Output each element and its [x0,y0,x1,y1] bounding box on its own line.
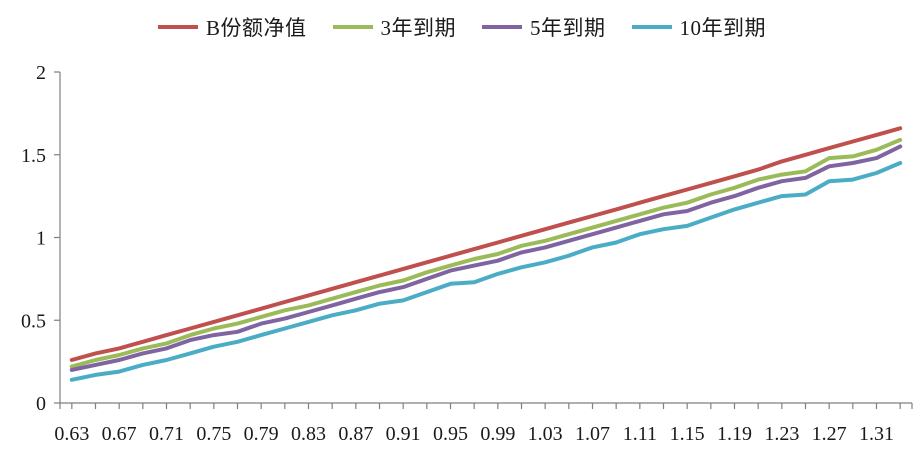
legend-swatch [157,25,198,29]
y-tick-label: 0.5 [21,310,46,332]
x-tick-label: 0.83 [291,423,326,445]
legend-label: 10年到期 [679,16,766,40]
legend-label: 3年到期 [380,16,456,40]
series-line-0 [69,126,903,362]
x-tick-label: 0.87 [338,423,373,445]
series-line-2 [69,144,903,372]
legend: B份额净值 3年到期 5年到期 10年到期 [0,10,924,44]
axes: 0 0.5 1 1.5 2 0.63 0.67 0.71 0.75 0.79 0.83 0.87 0.9… [21,62,913,445]
legend-label: 5年到期 [530,16,606,40]
legend-label: B份额净值 [205,16,307,40]
x-tick-label: 1.03 [528,423,563,445]
legend-swatch [482,25,522,29]
x-tick-label: 1.27 [812,423,847,445]
x-tick-label: 1.19 [717,423,752,445]
x-tick-label: 0.67 [102,423,137,445]
x-tick-label: 1.15 [670,423,705,445]
series-line-1 [69,137,903,369]
x-tick-label: 0.95 [433,423,468,445]
x-tick-label: 0.99 [480,423,515,445]
x-tick-label: 1.31 [859,423,894,445]
y-tick-label: 1 [36,228,46,250]
legend-item: 10年到期 [631,12,767,42]
x-tick-label: 0.75 [196,423,231,445]
y-tick-label: 0 [36,393,46,415]
legend-item: B份额净值 [157,12,307,42]
x-tick-label: 0.63 [54,423,89,445]
x-tick-label: 0.91 [386,423,421,445]
x-tick-label: 0.71 [149,423,184,445]
series-layer [69,126,903,382]
x-tick-label: 1.23 [764,423,799,445]
x-tick-label: 0.79 [244,423,279,445]
x-tick-label: 1.07 [575,423,610,445]
legend-item: 5年到期 [482,12,606,42]
x-tick-label: 1.11 [623,423,657,445]
series-line-3 [69,161,903,382]
y-tick-label: 2 [36,62,46,84]
legend-swatch [332,25,373,29]
legend-swatch [631,25,672,29]
legend-item: 3年到期 [332,12,457,42]
y-tick-label: 1.5 [21,145,46,167]
